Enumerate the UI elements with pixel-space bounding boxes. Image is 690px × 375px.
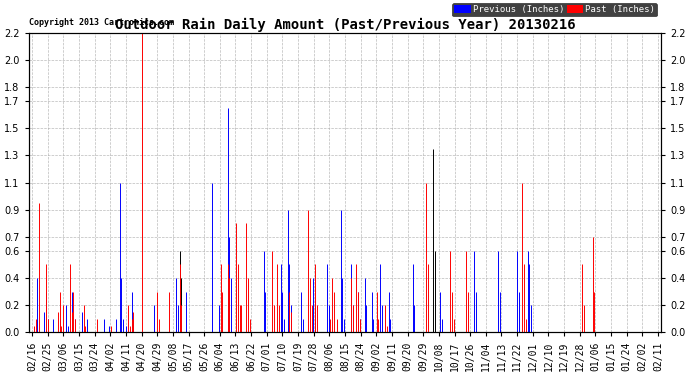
Title: Outdoor Rain Daily Amount (Past/Previous Year) 20130216: Outdoor Rain Daily Amount (Past/Previous…: [115, 18, 575, 32]
Text: Copyright 2013 Cartronics.com: Copyright 2013 Cartronics.com: [29, 18, 174, 27]
Legend: Previous (Inches), Past (Inches): Previous (Inches), Past (Inches): [452, 3, 657, 16]
